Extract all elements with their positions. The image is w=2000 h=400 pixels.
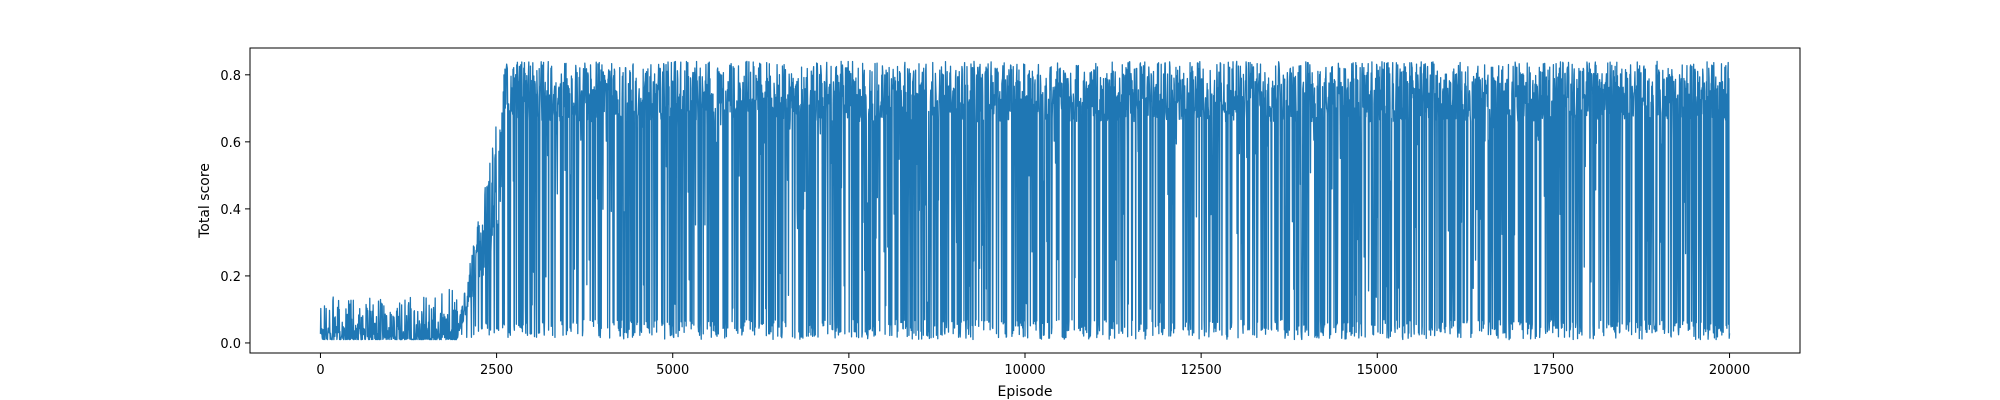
x-axis: 0 2500 5000 7500 10000 12500 15000 17500 20000: [316, 353, 1750, 378]
x-tick-label: 17500: [1533, 363, 1574, 378]
x-tick-label: 15000: [1357, 363, 1398, 378]
y-tick-label: 0.4: [220, 203, 241, 218]
y-tick-label: 0.0: [220, 337, 241, 352]
y-axis-label: Total score: [197, 163, 213, 239]
x-tick-label: 2500: [480, 363, 513, 378]
y-tick-label: 0.6: [220, 136, 241, 151]
y-tick-label: 0.8: [220, 69, 241, 84]
series-layer: [319, 60, 1731, 341]
x-tick-label: 20000: [1709, 363, 1750, 378]
score-series-line: [319, 60, 1731, 341]
x-tick-label: 12500: [1180, 363, 1221, 378]
x-tick-label: 7500: [832, 363, 865, 378]
x-axis-label: Episode: [998, 384, 1053, 400]
x-tick-label: 5000: [656, 363, 689, 378]
x-tick-label: 10000: [1004, 363, 1045, 378]
x-tick-label: 0: [316, 363, 324, 378]
y-tick-label: 0.2: [220, 270, 241, 285]
y-axis: 0.0 0.2 0.4 0.6 0.8: [220, 69, 250, 352]
